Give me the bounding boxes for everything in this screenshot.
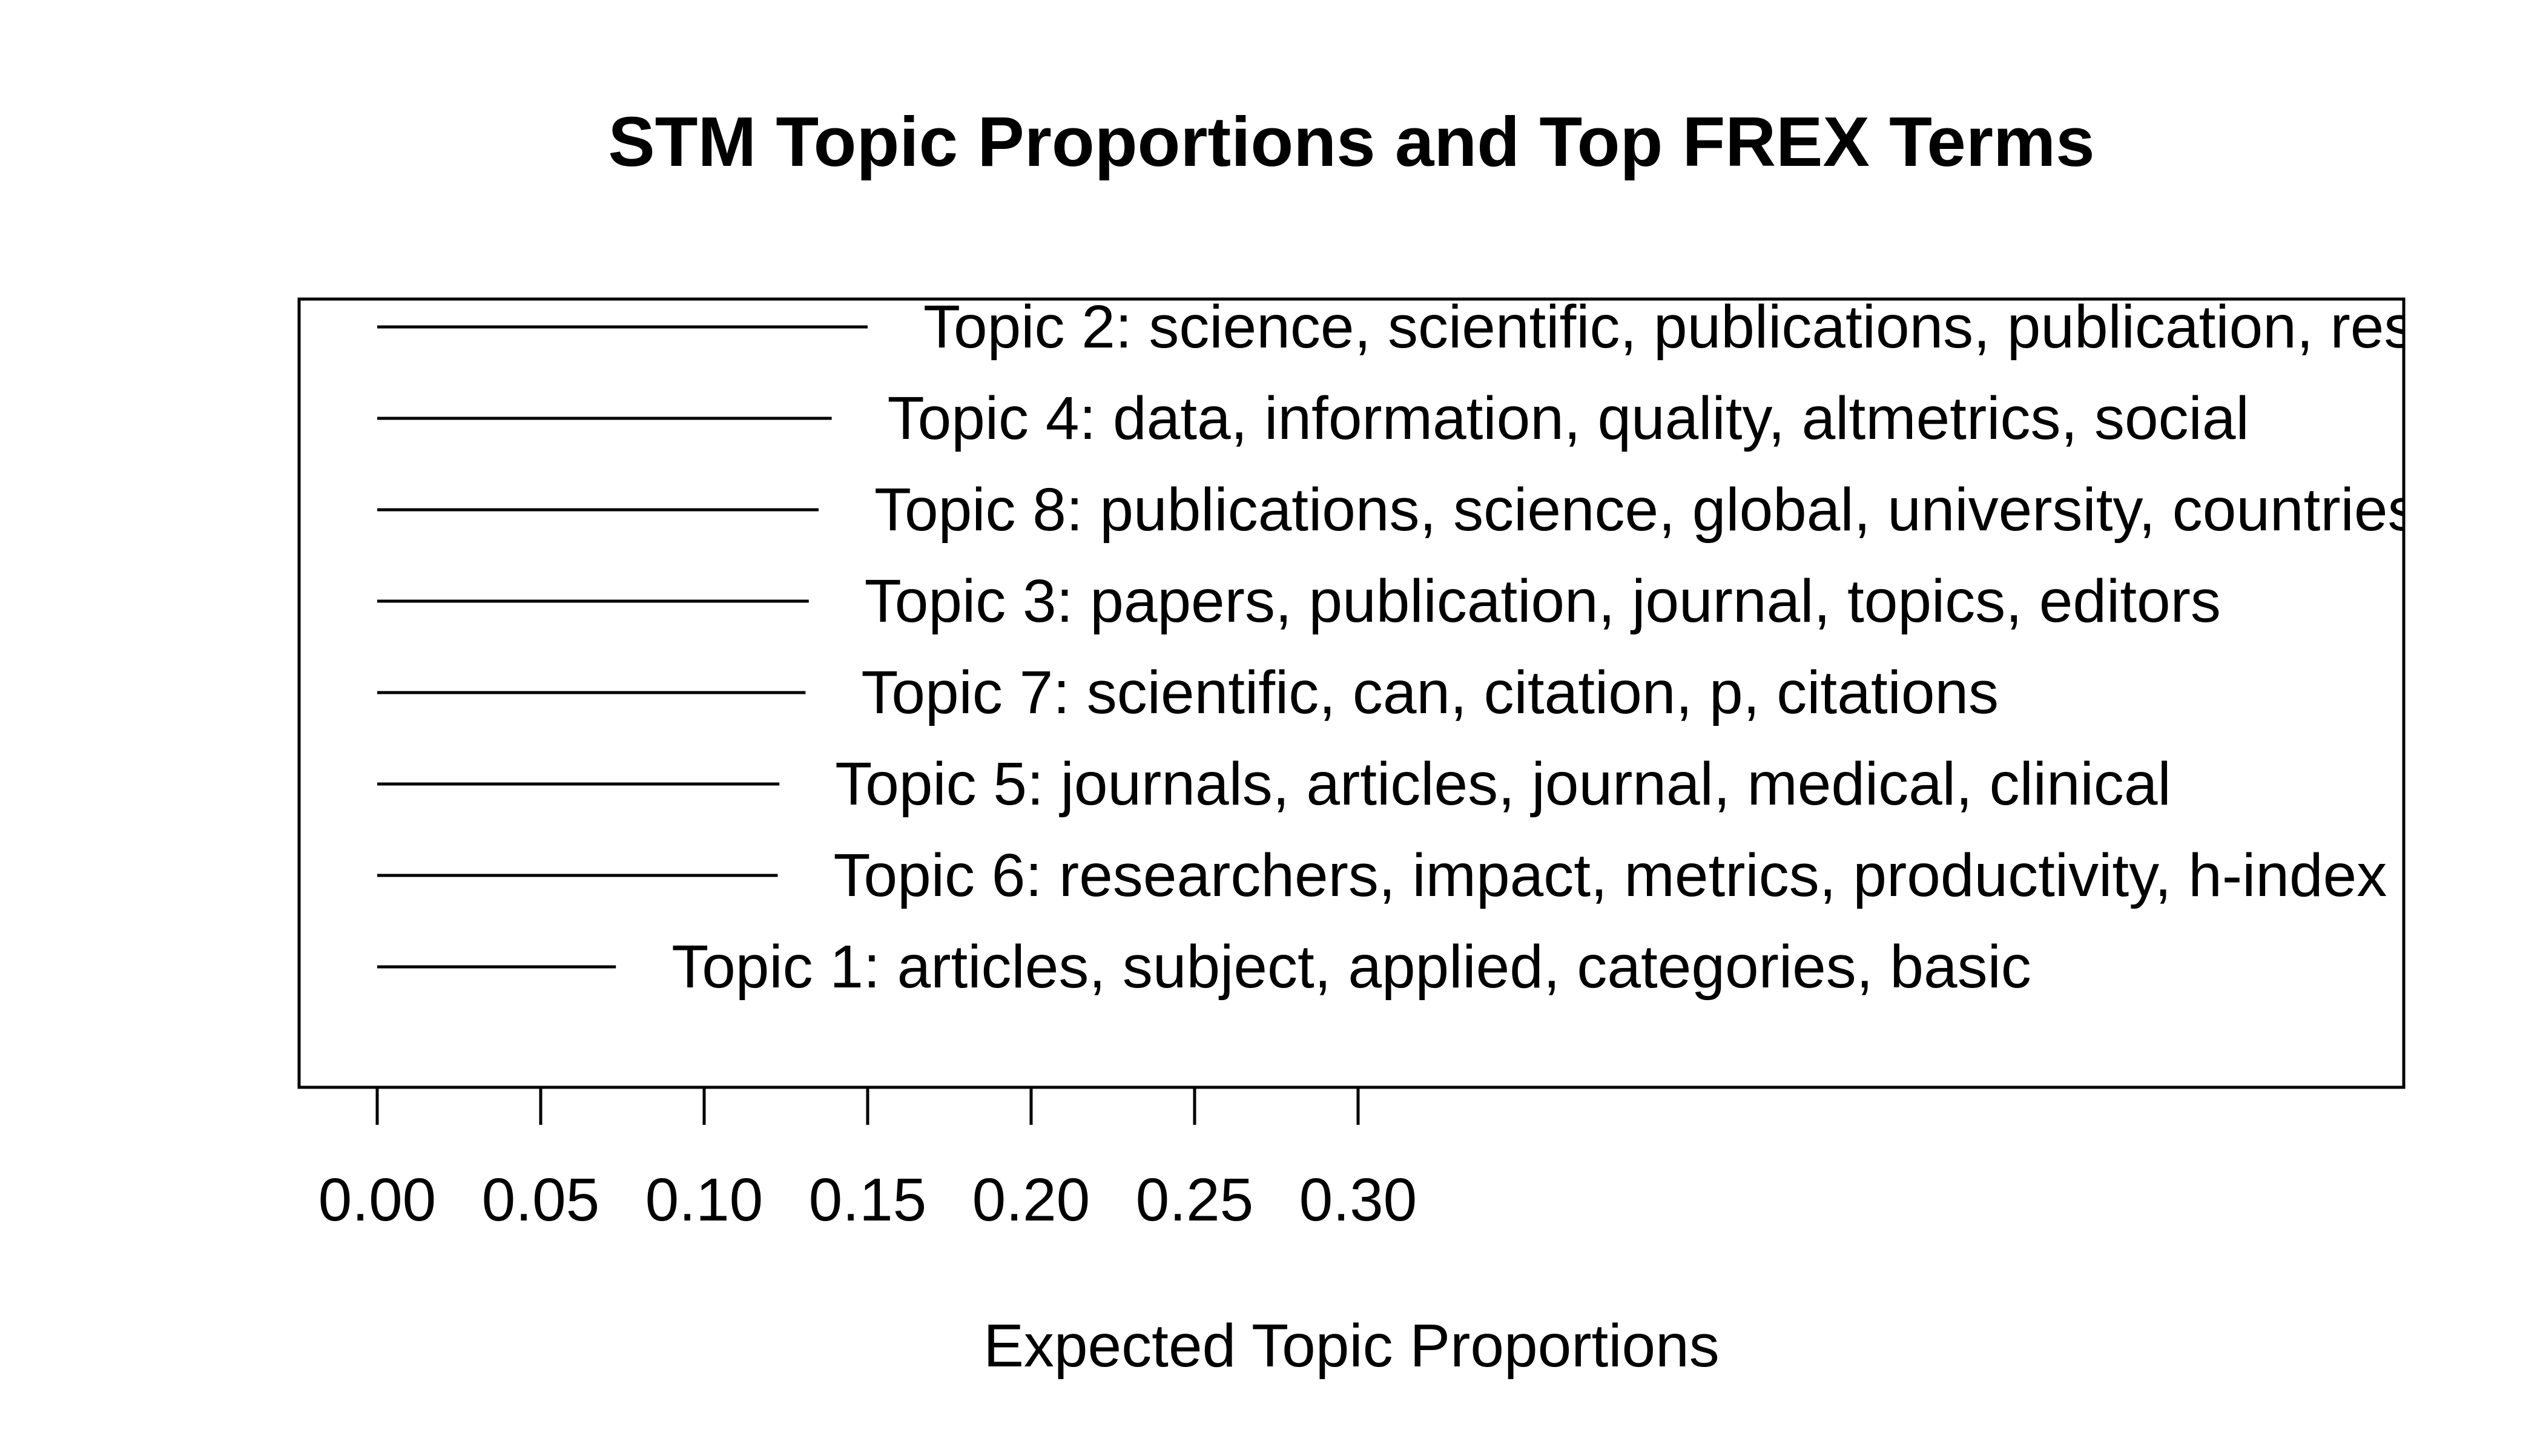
x-tick-label: 0.30 — [1299, 1166, 1417, 1234]
topic-label: Topic 7: scientific, can, citation, p, c… — [861, 659, 1999, 726]
x-tick-label: 0.10 — [645, 1166, 764, 1234]
topic-label: Topic 1: articles, subject, applied, cat… — [671, 933, 2031, 1001]
x-tick-label: 0.20 — [972, 1166, 1090, 1234]
topic-label: Topic 8: publications, science, global, … — [874, 476, 2418, 544]
x-tick-label: 0.25 — [1136, 1166, 1254, 1234]
x-axis-label: Expected Topic Proportions — [983, 1312, 1720, 1380]
x-tick-label: 0.15 — [809, 1166, 927, 1234]
x-tick-label: 0.05 — [482, 1166, 600, 1234]
topic-label: Topic 4: data, information, quality, alt… — [888, 384, 2249, 452]
topic-label: Topic 2: science, scientific, publicatio… — [923, 293, 2543, 361]
topic-label: Topic 5: journals, articles, journal, me… — [835, 750, 2171, 818]
plot-frame — [297, 297, 2406, 1089]
plot-area: Topic 2: science, scientific, publicatio… — [377, 293, 2543, 1001]
x-axis: 0.00 0.05 0.10 0.15 0.20 0.25 0.30 — [318, 1087, 1417, 1234]
topic-label: Topic 3: papers, publication, journal, t… — [865, 567, 2221, 635]
topic-label: Topic 6: researchers, impact, metrics, p… — [834, 842, 2387, 909]
x-tick-label: 0.00 — [318, 1166, 437, 1234]
chart-title: STM Topic Proportions and Top FREX Terms — [608, 102, 2094, 181]
